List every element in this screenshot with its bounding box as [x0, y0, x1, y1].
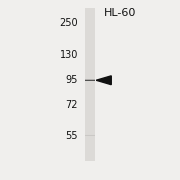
Text: HL-60: HL-60: [104, 8, 136, 18]
Polygon shape: [96, 76, 111, 85]
Bar: [85, 8, 95, 161]
Text: 130: 130: [60, 50, 78, 60]
Text: 95: 95: [66, 75, 78, 85]
Text: 72: 72: [66, 100, 78, 110]
Text: 250: 250: [59, 18, 78, 28]
Text: 55: 55: [66, 131, 78, 141]
